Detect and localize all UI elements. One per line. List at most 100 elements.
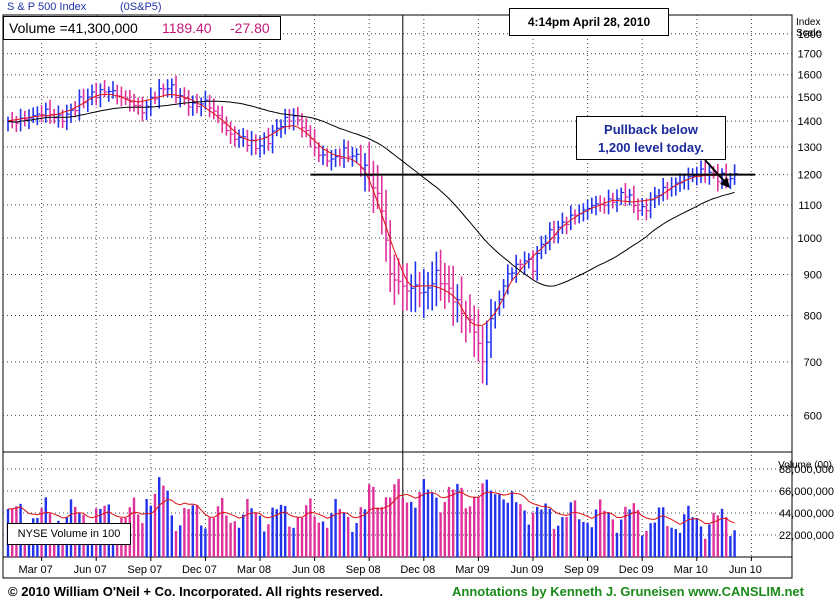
volume-bar bbox=[431, 492, 434, 557]
moving-averages bbox=[7, 93, 755, 525]
volume-bar bbox=[653, 522, 656, 557]
volume-bar bbox=[641, 535, 644, 557]
volume-bar bbox=[662, 507, 665, 557]
date-tick-label: Mar 07 bbox=[18, 564, 52, 576]
volume-bar bbox=[292, 527, 295, 557]
date-tick-label: Dec 08 bbox=[400, 564, 435, 576]
volume-tick-label: 22,000,000 bbox=[779, 530, 834, 542]
volume-tick-label: 44,000,000 bbox=[779, 508, 834, 520]
volume-bar bbox=[149, 505, 152, 557]
date-tick-label: Jun 10 bbox=[729, 564, 762, 576]
volume-bar bbox=[708, 524, 711, 557]
volume-bar bbox=[279, 504, 283, 557]
volume-bar bbox=[410, 501, 413, 557]
volume-bar bbox=[670, 527, 673, 557]
volume-bar bbox=[372, 486, 375, 557]
date-tick-label: Jun 08 bbox=[292, 564, 325, 576]
volume-bar bbox=[405, 502, 409, 557]
volume-moving-average-line bbox=[7, 491, 735, 525]
volume-bar bbox=[691, 517, 694, 557]
volume-bar bbox=[531, 512, 535, 557]
volume-bar bbox=[355, 523, 358, 557]
volume-bar bbox=[561, 517, 564, 557]
price-tick-label: 1800 bbox=[798, 29, 822, 41]
volume-bar bbox=[208, 517, 211, 557]
date-tick-label: Sep 09 bbox=[564, 564, 599, 576]
date-tick-label: Sep 08 bbox=[346, 564, 381, 576]
volume-bar bbox=[254, 512, 257, 557]
price-tick-label: 1500 bbox=[798, 92, 822, 104]
date-tick-label: Mar 09 bbox=[455, 564, 489, 576]
volume-bar bbox=[187, 509, 190, 557]
volume-bar bbox=[221, 497, 224, 557]
price-tick-label: 700 bbox=[804, 357, 822, 369]
volume-bar bbox=[607, 512, 610, 557]
volume-bar bbox=[519, 504, 522, 557]
volume-axis-label: Volume (00) bbox=[778, 460, 832, 471]
volume-bar bbox=[275, 509, 278, 557]
volume-bar bbox=[342, 512, 346, 557]
volume-bar bbox=[678, 532, 682, 557]
volume-bar bbox=[401, 497, 404, 557]
volume-bar bbox=[464, 508, 467, 557]
volume-bar bbox=[200, 525, 203, 557]
volume-bar bbox=[246, 498, 249, 557]
volume-bar bbox=[523, 510, 526, 557]
volume-bar bbox=[527, 524, 530, 557]
volume-bar bbox=[590, 527, 593, 557]
price-tick-label: 1300 bbox=[798, 142, 822, 154]
volume-bar bbox=[489, 490, 493, 557]
volume-bar bbox=[456, 483, 459, 557]
price-tick-label: 1600 bbox=[798, 70, 822, 82]
volume-bar bbox=[179, 525, 182, 557]
date-tick-label: Dec 07 bbox=[182, 564, 217, 576]
volume-bar bbox=[414, 507, 417, 557]
volume-bar bbox=[485, 479, 488, 557]
volume-bar bbox=[435, 497, 438, 557]
price-tick-label: 1200 bbox=[798, 170, 822, 182]
volume-bar bbox=[473, 497, 476, 557]
volume-bar bbox=[615, 532, 619, 557]
volume-bar bbox=[649, 523, 652, 557]
volume-bar bbox=[716, 515, 719, 557]
annotation-arrow-shaft bbox=[704, 159, 727, 184]
volume-bar bbox=[657, 507, 661, 557]
date-tick-label: Dec 09 bbox=[619, 564, 654, 576]
price-tick-label: 1100 bbox=[798, 200, 822, 212]
volume-readout: Volume =41,300,000 bbox=[9, 20, 138, 36]
volume-bar bbox=[699, 526, 703, 557]
volume-bar bbox=[137, 514, 140, 557]
volume-bar bbox=[695, 518, 698, 557]
volume-bar bbox=[267, 524, 270, 557]
volume-bar bbox=[330, 513, 333, 557]
volume-bar bbox=[620, 519, 623, 557]
volume-bar bbox=[351, 531, 354, 557]
annotation-line2: 1,200 level today. bbox=[598, 140, 704, 155]
volume-bar bbox=[334, 498, 337, 557]
volume-bar bbox=[166, 490, 169, 557]
volume-bar bbox=[544, 503, 547, 557]
index-name: S & P 500 Index bbox=[7, 1, 87, 13]
volume-bar bbox=[191, 505, 194, 557]
volume-bar bbox=[569, 502, 572, 557]
volume-bar bbox=[284, 505, 287, 557]
volume-bar bbox=[720, 508, 724, 557]
copyright-text: © 2010 William O'Neil + Co. Incorporated… bbox=[8, 584, 384, 599]
volume-bars bbox=[6, 477, 736, 557]
volume-bar bbox=[263, 531, 266, 557]
volume-bar bbox=[582, 521, 585, 557]
price-readout: 1189.40 bbox=[162, 20, 212, 36]
volume-tick-label: 88,000,000 bbox=[779, 464, 834, 476]
volume-bar bbox=[380, 507, 383, 557]
price-panel-border bbox=[2, 14, 793, 453]
volume-bar bbox=[477, 497, 480, 557]
volume-bar bbox=[326, 527, 329, 557]
volume-bar bbox=[242, 514, 245, 557]
nyse-volume-label: NYSE Volume in 100 bbox=[7, 523, 131, 545]
volume-bar bbox=[317, 522, 320, 557]
volume-bar bbox=[447, 487, 451, 557]
volume-bar bbox=[237, 527, 241, 557]
price-bars bbox=[7, 75, 738, 386]
price-tick-label: 800 bbox=[804, 310, 822, 322]
